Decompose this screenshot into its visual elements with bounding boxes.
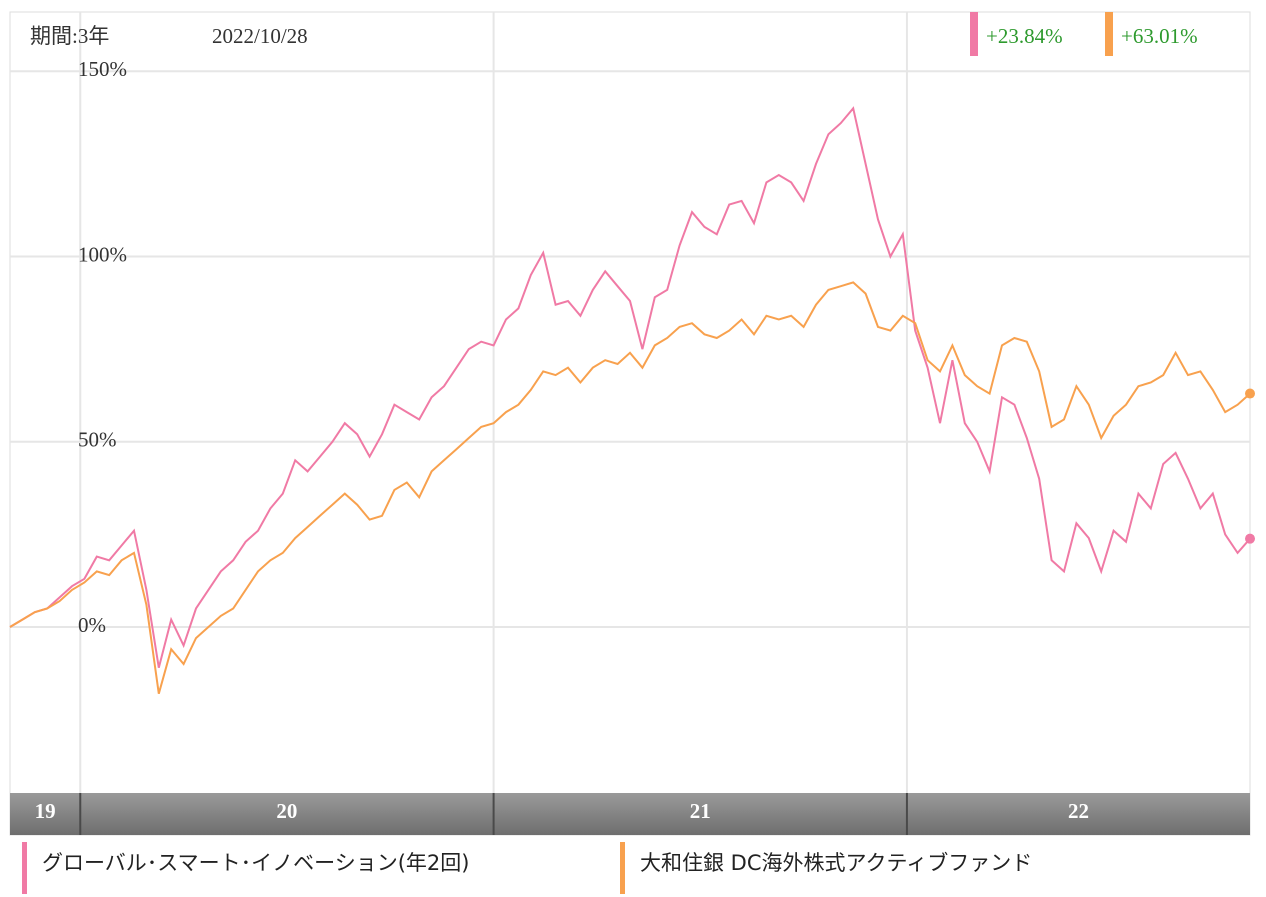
y-tick-label: 150% [78,57,127,81]
legend-swatch [22,842,27,894]
y-tick-label: 50% [78,428,117,452]
y-tick-label: 0% [78,613,106,637]
return-swatch [970,12,978,56]
period: 期間:3年 [30,24,109,48]
end-point [1245,533,1255,544]
x-tick-label: 21 [690,799,711,823]
legend-label: グローバル･スマート･イノベーション(年2回) [42,851,470,875]
plot-frame [9,11,1251,836]
legend-label: 大和住銀 DC海外株式アクティブファンド [640,851,1032,875]
x-tick-label: 19 [35,799,56,823]
series-line [9,106,1251,668]
x-tick-label: 20 [276,799,297,823]
x-tick-label: 22 [1068,799,1089,823]
series-line [9,281,1251,694]
return-label: +23.84% [986,24,1063,48]
legend-swatch [620,842,625,894]
date: 2022/10/28 [212,24,308,48]
end-point [1245,388,1255,399]
y-tick-label: 100% [78,242,127,266]
return-label: +63.01% [1121,24,1198,48]
return-swatch [1105,12,1113,56]
year-band [10,793,1250,835]
